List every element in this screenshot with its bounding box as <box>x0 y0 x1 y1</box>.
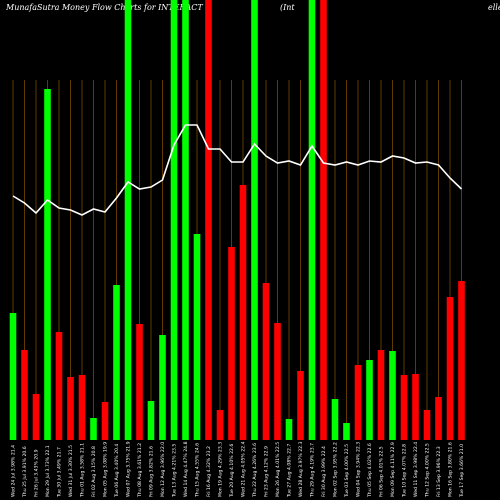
x-tick-label: Mon 26 Aug 4.01% 22.5 <box>275 442 281 497</box>
bar <box>170 0 178 440</box>
bar <box>32 394 40 440</box>
bar <box>147 401 155 440</box>
x-tick-label: Fri 26 Jul 3.43% 20.9 <box>34 449 40 497</box>
bar <box>55 332 63 440</box>
bar <box>308 0 316 440</box>
bar <box>239 185 247 440</box>
bar <box>124 0 132 440</box>
x-tick-label: Thu 08 Aug 3.61% 21.2 <box>137 443 143 498</box>
x-tick-label: Wed 28 Aug 3.97% 22.3 <box>298 441 304 497</box>
x-tick-label: Mon 02 Sep 3.95% 22.2 <box>333 442 339 497</box>
bar <box>44 89 51 440</box>
x-tick-label: Thu 01 Aug 3.58% 21.1 <box>80 443 86 498</box>
bar <box>182 0 189 440</box>
x-tick-label: Thu 25 Jul 3.91% 20.6 <box>22 446 28 498</box>
bar <box>331 399 339 440</box>
x-tick-label: Wed 24 Jul 3.98% 21.4 <box>11 445 17 497</box>
x-tick-label: Fri 23 Aug 4.12% 22.9 <box>264 446 270 497</box>
bar <box>90 418 97 440</box>
bar <box>297 371 304 440</box>
bar <box>262 283 270 440</box>
x-tick-label: Tue 27 Aug 4.08% 22.7 <box>287 444 293 498</box>
x-tick-label: Wed 04 Sep 3.94% 22.3 <box>356 442 362 497</box>
x-tick-label: Mon 05 Aug 3.08% 19.9 <box>103 442 109 497</box>
bar <box>67 377 74 440</box>
bar <box>435 397 442 440</box>
bar <box>136 324 143 440</box>
bar <box>9 313 17 440</box>
bar <box>343 423 350 440</box>
x-tick-label: Thu 05 Sep 4.02% 22.6 <box>367 443 373 498</box>
x-tick-label: Mon 09 Sep 4.11% 22.9 <box>390 442 396 497</box>
x-tick-label: Fri 02 Aug 3.15% 20.8 <box>91 446 97 497</box>
chart-title: MunafaSutra Money Flow Charts for INTERA… <box>5 3 203 12</box>
bar <box>400 375 408 440</box>
bar <box>159 335 166 440</box>
x-tick-label: Wed 21 Aug 4.05% 22.4 <box>241 441 247 497</box>
x-tick-label: Wed 11 Sep 3.98% 22.4 <box>413 442 419 497</box>
x-tick-label: Mon 16 Sep 3.80% 21.6 <box>448 442 454 497</box>
x-tick-label: Wed 14 Aug 4.47% 24.8 <box>183 441 189 497</box>
bar <box>21 350 28 440</box>
bar <box>205 0 212 440</box>
x-tick-label: Fri 13 Sep 3.96% 22.3 <box>436 446 442 497</box>
x-tick-label: Tue 17 Sep 3.66% 21.0 <box>459 444 465 498</box>
x-tick-label: Fri 09 Aug 3.82% 21.6 <box>149 446 155 497</box>
bar <box>285 419 293 440</box>
bar <box>354 365 362 440</box>
x-tick-label: Mon 12 Aug 3.96% 22.0 <box>160 442 166 497</box>
bar <box>377 350 385 440</box>
bar <box>216 410 224 440</box>
bar <box>274 323 281 440</box>
bar <box>113 285 120 440</box>
x-tick-label: Tue 30 Jul 3.49% 21.7 <box>57 447 63 498</box>
x-tick-label: Tue 06 Aug 3.40% 20.4 <box>114 444 120 498</box>
bar <box>458 281 465 440</box>
bar <box>251 0 258 440</box>
x-tick-label: Tue 03 Sep 4.00% 22.5 <box>344 444 350 498</box>
x-tick-label: Mon 19 Aug 4.29% 23.3 <box>218 442 224 497</box>
x-tick-label: Thu 29 Aug 4.19% 23.7 <box>310 443 316 498</box>
x-tick-label: Thu 12 Sep 4.00% 22.5 <box>425 443 431 498</box>
bar <box>193 234 201 440</box>
price-line <box>12 124 463 216</box>
bar <box>389 351 396 440</box>
x-tick-label: Mon 29 Jul 3.73% 22.1 <box>45 445 51 497</box>
bar <box>366 360 373 440</box>
bar <box>446 297 454 440</box>
x-tick-label: Thu 22 Aug 4.26% 23.6 <box>252 443 258 498</box>
chart-subtitle: (Int <box>280 3 295 12</box>
x-tick-label: Fri 30 Aug 3.99% 22.4 <box>321 446 327 497</box>
x-tick-label: Tue 13 Aug 4.21% 23.5 <box>172 444 178 498</box>
bar <box>228 247 235 440</box>
bar <box>423 410 431 440</box>
x-tick-label: Tue 10 Sep 4.07% 22.8 <box>402 444 408 498</box>
x-tick-label: Thu 15 Aug 4.55% 24.6 <box>195 443 201 498</box>
x-tick-label: Wed 07 Aug 3.75% 21.9 <box>126 441 132 497</box>
bar <box>101 402 109 440</box>
chart-subtitle-right: elle <box>488 3 500 12</box>
x-tick-label: Fri 16 Aug 4.32% 23.2 <box>206 446 212 497</box>
x-tick-label: Tue 20 Aug 4.10% 22.6 <box>229 444 235 498</box>
x-tick-label: Fri 06 Sep 4.01% 22.5 <box>379 446 385 497</box>
bar <box>320 0 327 440</box>
bar <box>78 375 86 440</box>
x-tick-label: Wed 31 Jul 3.30% 21.5 <box>68 445 74 497</box>
bar <box>412 374 419 440</box>
